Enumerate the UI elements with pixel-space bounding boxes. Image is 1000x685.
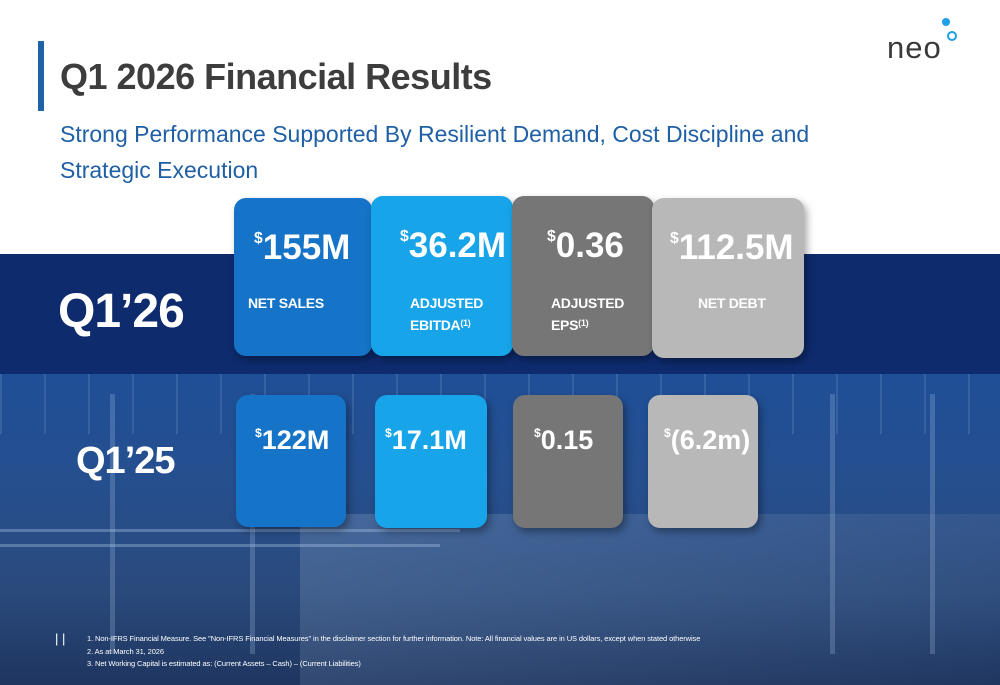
factory-floor [300, 514, 1000, 685]
card-value: $36.2M [400, 226, 507, 265]
factory-pillar [830, 394, 835, 654]
footnote-2: 2. As at March 31, 2026 [87, 646, 164, 656]
neo-logo: neo [887, 18, 967, 70]
card-value: $0.36 [547, 226, 624, 265]
card-q125-net-sales: $122M [236, 395, 346, 527]
factory-background [0, 374, 1000, 685]
card-q126-net-sales: $155M NET SALES [234, 198, 372, 356]
factory-rail [0, 544, 440, 547]
logo-ring-icon [947, 31, 957, 41]
card-value: $17.1M [385, 425, 467, 455]
logo-dot-icon [942, 18, 950, 26]
card-value: $122M [255, 425, 330, 455]
card-value: $155M [254, 228, 351, 267]
page-number: | | [55, 631, 66, 646]
card-q125-net-debt: $(6.2m) [648, 395, 758, 528]
card-label: NET SALES [248, 295, 324, 311]
page-subtitle: Strong Performance Supported By Resilien… [60, 121, 810, 183]
factory-pillar [110, 394, 115, 654]
card-q125-adjusted-eps: $0.15 [513, 395, 623, 528]
footnote-3: 3. Net Working Capital is estimated as: … [87, 659, 361, 668]
card-label: ADJUSTED EPS(1) [551, 295, 625, 333]
card-value: $(6.2m) [664, 425, 751, 455]
title-accent-bar [38, 41, 44, 111]
card-value: $0.15 [534, 425, 594, 455]
q125-row-label: Q1’25 [76, 440, 176, 482]
card-q126-adjusted-ebitda: $36.2M ADJUSTED EBITDA(1) [371, 196, 513, 356]
card-q125-adjusted-ebitda: $17.1M [375, 395, 487, 528]
factory-rail [0, 529, 460, 532]
logo-wordmark: neo [887, 30, 942, 65]
factory-ceiling [0, 374, 1000, 434]
card-q126-adjusted-eps: $0.36 ADJUSTED EPS(1) [512, 196, 654, 356]
footnotes: 1. Non-IFRS Financial Measure. See "Non-… [87, 633, 700, 671]
factory-pillar [930, 394, 935, 654]
q126-row-label: Q1’26 [58, 285, 185, 338]
card-q126-net-debt: $112.5M NET DEBT [652, 198, 804, 358]
page-title: Q1 2026 Financial Results [60, 56, 492, 97]
footnote-1: 1. Non-IFRS Financial Measure. See "Non-… [87, 634, 701, 643]
card-value: $112.5M [670, 228, 794, 267]
card-label: NET DEBT [698, 295, 766, 311]
card-label: ADJUSTED EBITDA(1) [410, 295, 484, 333]
